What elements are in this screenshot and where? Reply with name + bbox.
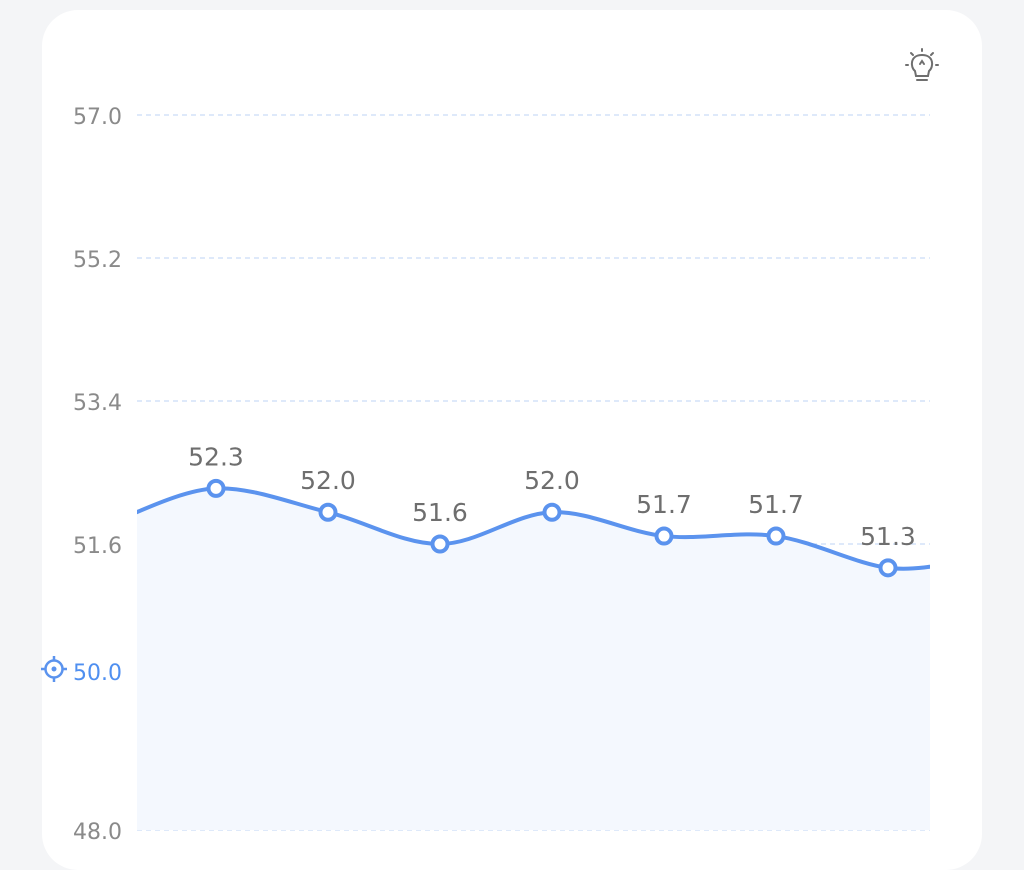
data-point[interactable] [878,558,898,578]
data-point[interactable] [318,502,338,522]
data-point[interactable] [766,526,786,546]
y-tick-label: 51.6 [73,534,122,559]
lightbulb-icon[interactable] [905,48,939,81]
y-tick-label: 57.0 [73,105,122,130]
data-label: 51.7 [748,490,804,519]
data-points [206,478,898,578]
data-point[interactable] [206,478,226,498]
target-icon [41,656,67,682]
data-label: 51.6 [412,498,468,527]
weight-line-chart: 57.055.253.451.648.050.0 52.352.051.652.… [41,48,939,841]
target-label: 50.0 [73,661,122,686]
area-fill [137,488,930,830]
data-label: 52.0 [300,466,356,495]
data-label: 51.7 [636,490,692,519]
data-point[interactable] [430,534,450,554]
data-label: 52.0 [524,466,580,495]
data-labels: 52.3 52.0 51.6 52.0 51.7 51.7 51.3 [188,442,916,550]
data-point[interactable] [654,526,674,546]
y-tick-label: 48.0 [73,820,122,841]
data-point[interactable] [542,502,562,522]
y-axis-ticks: 57.0 55.2 53.4 51.6 48.0 50.0 [73,105,122,841]
data-label: 51.3 [860,522,916,551]
y-tick-label: 53.4 [73,391,122,416]
data-label: 52.3 [188,442,244,471]
y-tick-label: 55.2 [73,248,122,273]
area-path [137,488,930,830]
